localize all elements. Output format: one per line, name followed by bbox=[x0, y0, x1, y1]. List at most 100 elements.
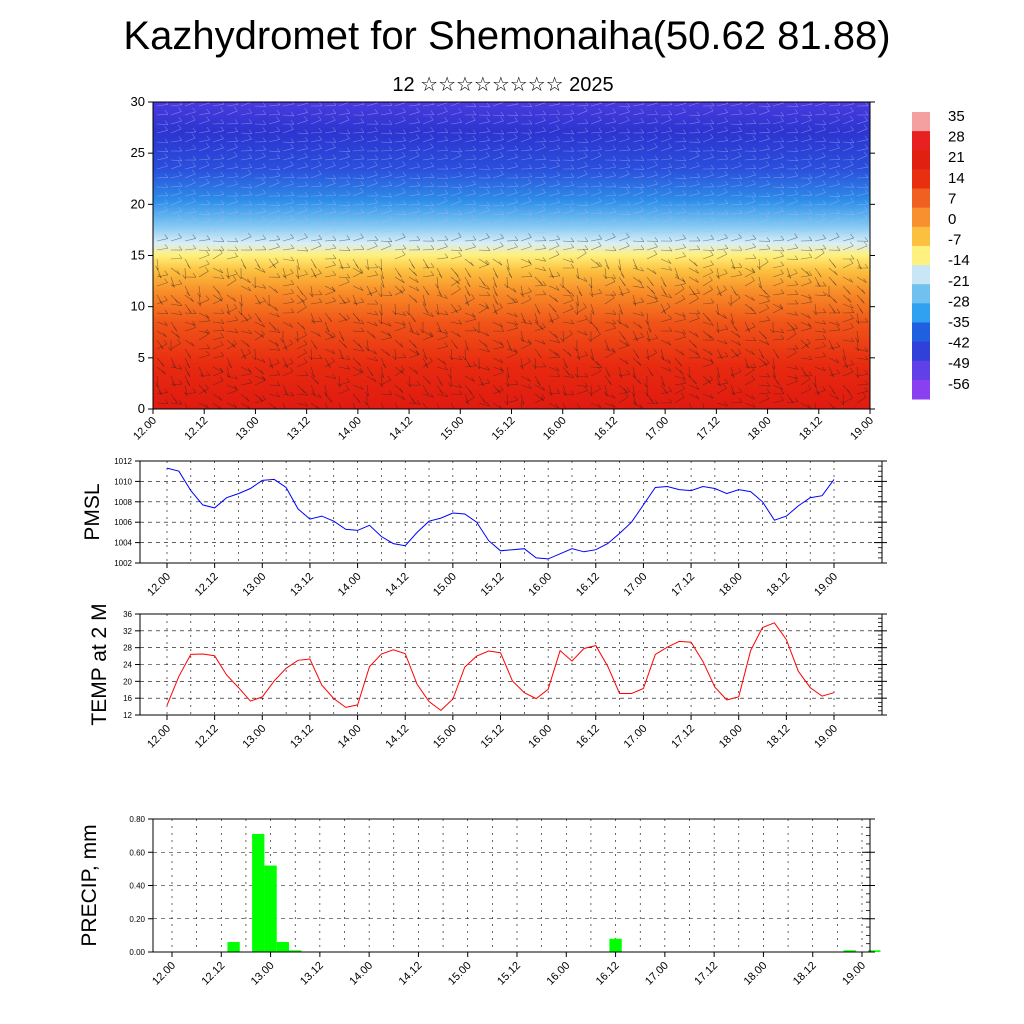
wind-barb-flag bbox=[654, 197, 658, 202]
wind-barb bbox=[828, 112, 840, 116]
wind-barb bbox=[702, 202, 714, 206]
wind-barb-flag bbox=[388, 138, 393, 143]
wind-barb-flag bbox=[836, 369, 840, 374]
wind-barb-flag bbox=[164, 321, 168, 326]
wind-barb bbox=[646, 131, 658, 134]
wind-barb-flag bbox=[542, 110, 547, 115]
wind-barb bbox=[688, 384, 700, 390]
wind-barb-flag bbox=[276, 147, 281, 153]
wind-barb-flag bbox=[290, 206, 294, 211]
wind-barb-flag bbox=[332, 174, 337, 180]
wind-barb-flag bbox=[640, 172, 645, 177]
wind-barb bbox=[730, 165, 742, 170]
wind-barb-flag bbox=[304, 401, 308, 407]
wind-barb-flag bbox=[162, 369, 166, 375]
wind-barb bbox=[268, 230, 280, 233]
wind-barb-flag bbox=[766, 388, 771, 393]
wind-barb-flag bbox=[498, 404, 503, 409]
wind-barb bbox=[548, 120, 560, 125]
wind-barb bbox=[282, 362, 294, 368]
wind-barb bbox=[436, 246, 448, 251]
wind-barb bbox=[772, 338, 784, 341]
wind-barb-flag bbox=[275, 341, 279, 346]
wind-barb bbox=[394, 321, 406, 326]
wind-barb bbox=[646, 338, 658, 341]
wind-barb-flag bbox=[458, 217, 463, 222]
wind-barb bbox=[184, 375, 191, 386]
wind-barb bbox=[254, 321, 265, 328]
wind-barb-flag bbox=[780, 137, 785, 142]
wind-barb-flag bbox=[292, 102, 295, 105]
wind-barb bbox=[730, 148, 742, 152]
wind-barb-flag bbox=[738, 126, 743, 132]
wind-barb-flag bbox=[562, 391, 567, 396]
wind-barb bbox=[282, 114, 294, 117]
wind-barb bbox=[394, 182, 406, 188]
wind-barb-flag bbox=[850, 218, 855, 224]
wind-barb bbox=[856, 148, 868, 152]
wind-barb bbox=[828, 213, 840, 215]
wind-barb-flag bbox=[808, 200, 813, 206]
wind-barb bbox=[660, 147, 672, 152]
wind-barb bbox=[156, 165, 168, 170]
wind-barb-flag bbox=[178, 225, 182, 230]
wind-barb bbox=[170, 237, 182, 242]
wind-barb bbox=[674, 382, 686, 386]
wind-barb-flag bbox=[779, 303, 784, 309]
wind-barb-flag bbox=[438, 327, 442, 333]
wind-barb bbox=[478, 210, 490, 215]
wind-barb-flag bbox=[439, 381, 443, 386]
wind-barb bbox=[198, 285, 201, 297]
wind-barb bbox=[282, 370, 294, 377]
wind-barb-flag bbox=[528, 172, 533, 177]
wind-barb-flag bbox=[374, 321, 378, 327]
wind-barb bbox=[730, 130, 742, 134]
wind-barb-flag bbox=[443, 196, 448, 201]
wind-barb-flag bbox=[709, 268, 714, 273]
wind-barb bbox=[800, 301, 812, 305]
wind-barb-flag bbox=[619, 310, 623, 315]
wind-barb bbox=[268, 182, 280, 188]
wind-barb-flag bbox=[416, 217, 421, 222]
wind-barb bbox=[226, 256, 238, 260]
wind-barb bbox=[590, 366, 602, 369]
wind-barb bbox=[226, 167, 238, 170]
x-tick-label: 19.00 bbox=[812, 571, 840, 599]
wind-barb-flag bbox=[598, 171, 603, 177]
wind-barb-flag bbox=[555, 366, 560, 372]
wind-barb-flag bbox=[248, 119, 253, 124]
wind-barb-flag bbox=[430, 127, 435, 132]
wind-barb-flag bbox=[654, 188, 658, 193]
wind-barb-flag bbox=[357, 343, 362, 348]
wind-barb bbox=[352, 139, 364, 143]
wind-barb-flag bbox=[248, 129, 253, 134]
wind-barb-flag bbox=[583, 277, 588, 282]
wind-barb bbox=[856, 166, 868, 170]
wind-barb-flag bbox=[430, 262, 435, 268]
wind-barb-flag bbox=[766, 237, 771, 242]
wind-barb bbox=[548, 275, 560, 278]
wind-barb-flag bbox=[584, 189, 588, 194]
wind-barb bbox=[282, 393, 294, 397]
wind-barb bbox=[212, 138, 224, 143]
wind-barb bbox=[716, 387, 727, 395]
x-tick-label: 17.00 bbox=[643, 960, 671, 988]
wind-barb-flag bbox=[444, 146, 449, 151]
wind-barb-flag bbox=[158, 390, 163, 396]
wind-barb bbox=[618, 149, 630, 152]
wind-barb-flag bbox=[637, 361, 642, 366]
wind-barb-flag bbox=[360, 200, 365, 205]
colorbar-swatch bbox=[912, 226, 930, 247]
wind-barb bbox=[842, 173, 854, 179]
wind-barb bbox=[184, 220, 196, 224]
wind-barb-flag bbox=[164, 206, 168, 211]
wind-barb bbox=[814, 338, 826, 341]
wind-barb bbox=[268, 120, 280, 125]
wind-barb bbox=[254, 285, 266, 289]
wind-barb bbox=[338, 156, 350, 161]
wind-barb-flag bbox=[528, 217, 533, 222]
wind-barb bbox=[800, 164, 812, 170]
wind-barb bbox=[450, 384, 462, 388]
wind-barb-flag bbox=[304, 200, 309, 205]
wind-barb-flag bbox=[571, 102, 575, 105]
